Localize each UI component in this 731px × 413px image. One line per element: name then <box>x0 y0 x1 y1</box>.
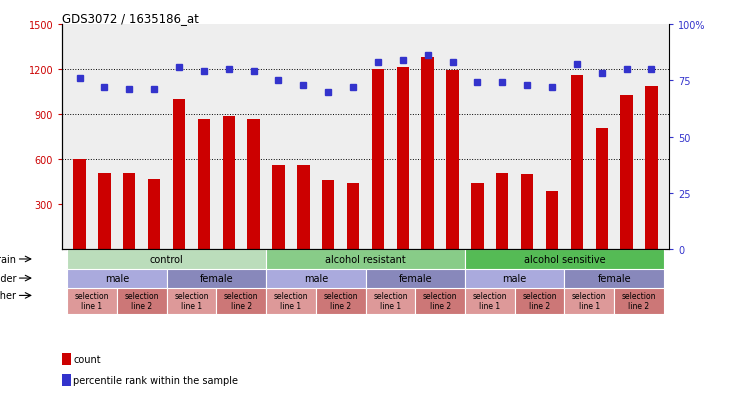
Text: selection
line 2: selection line 2 <box>124 291 159 311</box>
Text: selection
line 1: selection line 1 <box>75 291 109 311</box>
FancyBboxPatch shape <box>564 288 614 314</box>
FancyBboxPatch shape <box>366 288 415 314</box>
FancyBboxPatch shape <box>465 269 564 288</box>
Text: alcohol sensitive: alcohol sensitive <box>523 254 605 264</box>
Text: count: count <box>73 354 101 364</box>
FancyBboxPatch shape <box>515 288 564 314</box>
FancyBboxPatch shape <box>216 288 266 314</box>
Text: GDS3072 / 1635186_at: GDS3072 / 1635186_at <box>62 12 199 25</box>
FancyBboxPatch shape <box>465 250 664 269</box>
Bar <box>521 175 534 250</box>
Text: selection
line 2: selection line 2 <box>622 291 656 311</box>
FancyBboxPatch shape <box>67 250 266 269</box>
Text: selection
line 2: selection line 2 <box>423 291 458 311</box>
FancyBboxPatch shape <box>316 288 366 314</box>
Text: female: female <box>200 273 233 283</box>
FancyBboxPatch shape <box>465 288 515 314</box>
Bar <box>596 128 608 250</box>
Bar <box>322 181 334 250</box>
Bar <box>222 116 235 250</box>
Text: selection
line 2: selection line 2 <box>523 291 557 311</box>
Bar <box>272 166 284 250</box>
FancyBboxPatch shape <box>67 288 117 314</box>
Bar <box>173 100 185 250</box>
Bar <box>645 86 658 250</box>
Bar <box>148 179 160 250</box>
FancyBboxPatch shape <box>117 288 167 314</box>
FancyBboxPatch shape <box>167 269 266 288</box>
FancyBboxPatch shape <box>167 288 216 314</box>
Bar <box>297 166 309 250</box>
Text: male: male <box>303 273 328 283</box>
Bar <box>73 160 86 250</box>
Bar <box>372 70 385 250</box>
Bar <box>571 76 583 250</box>
Text: selection
line 1: selection line 1 <box>572 291 607 311</box>
Bar <box>471 184 484 250</box>
Text: strain: strain <box>0 254 17 264</box>
Text: selection
line 1: selection line 1 <box>373 291 408 311</box>
FancyBboxPatch shape <box>614 288 664 314</box>
Bar <box>397 68 409 250</box>
Bar <box>546 191 558 250</box>
Bar <box>346 184 359 250</box>
FancyBboxPatch shape <box>266 288 316 314</box>
Text: male: male <box>105 273 129 283</box>
Text: selection
line 1: selection line 1 <box>174 291 208 311</box>
Text: other: other <box>0 291 17 301</box>
Text: percentile rank within the sample: percentile rank within the sample <box>73 375 238 385</box>
Text: control: control <box>150 254 183 264</box>
Text: female: female <box>597 273 631 283</box>
Bar <box>123 173 135 250</box>
FancyBboxPatch shape <box>415 288 465 314</box>
Bar <box>621 95 633 250</box>
FancyBboxPatch shape <box>564 269 664 288</box>
FancyBboxPatch shape <box>266 250 465 269</box>
Bar <box>422 58 434 250</box>
Text: selection
line 2: selection line 2 <box>323 291 358 311</box>
Bar <box>98 173 110 250</box>
Bar <box>496 173 509 250</box>
Bar <box>447 71 459 250</box>
Text: female: female <box>398 273 432 283</box>
FancyBboxPatch shape <box>266 269 366 288</box>
Text: gender: gender <box>0 273 17 283</box>
FancyBboxPatch shape <box>366 269 465 288</box>
Text: selection
line 1: selection line 1 <box>472 291 507 311</box>
Text: alcohol resistant: alcohol resistant <box>325 254 406 264</box>
Text: male: male <box>503 273 527 283</box>
Text: selection
line 1: selection line 1 <box>273 291 308 311</box>
Bar <box>247 119 260 250</box>
Text: selection
line 2: selection line 2 <box>224 291 259 311</box>
Bar <box>197 119 210 250</box>
FancyBboxPatch shape <box>67 269 167 288</box>
